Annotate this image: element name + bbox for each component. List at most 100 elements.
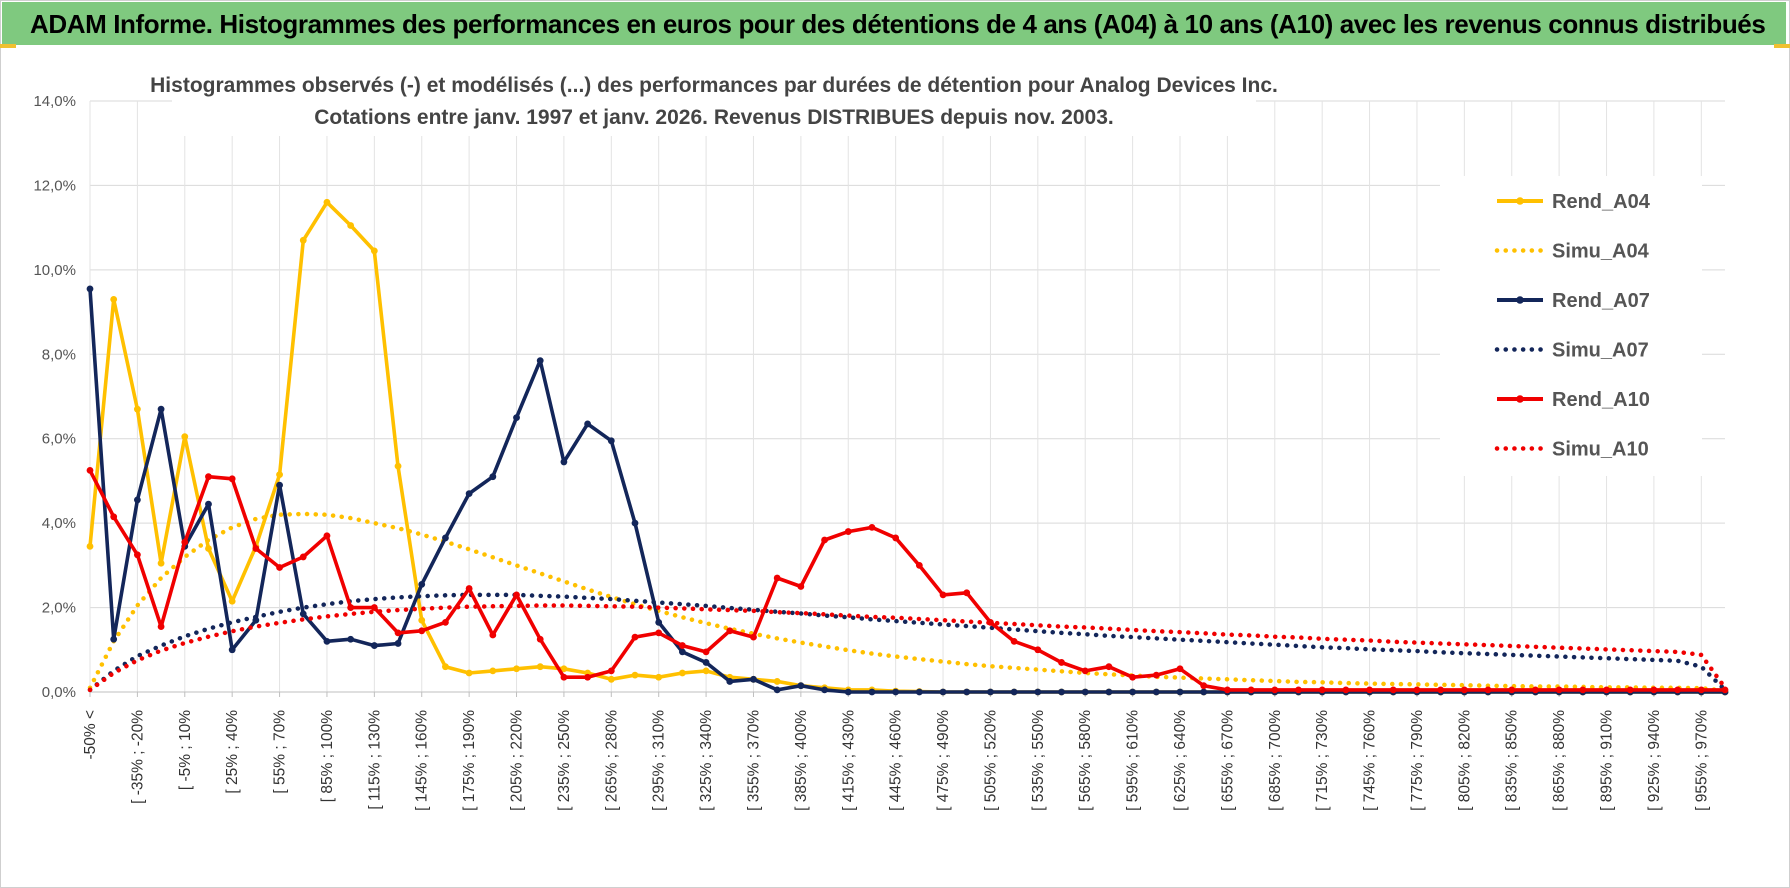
banner-corner-left: [0, 44, 16, 48]
data-point: [797, 583, 805, 590]
data-point: [276, 481, 283, 489]
series-line-Rend_A07: [88, 288, 1725, 694]
y-tick-label: 0,0%: [42, 684, 76, 701]
data-point: [1555, 686, 1563, 694]
data-point: [299, 610, 307, 618]
y-tick-label: 6,0%: [42, 431, 76, 448]
data-point: [1532, 686, 1539, 694]
data-point: [347, 604, 355, 611]
data-point: [133, 405, 141, 413]
data-point: [1413, 686, 1421, 694]
data-point: [678, 669, 686, 677]
data-point: [157, 559, 165, 567]
series-rend-a10: [86, 466, 1729, 694]
data-point: [1484, 686, 1492, 694]
data-point: [1579, 686, 1587, 694]
x-tick-label: [ 865% ; 880%: [1551, 710, 1568, 811]
data-point: [560, 673, 568, 681]
data-point: [489, 473, 497, 481]
data-point: [489, 667, 497, 675]
y-tick-label: 12,0%: [33, 177, 76, 194]
banner-corner-right: [1774, 44, 1790, 48]
data-point: [868, 523, 876, 531]
data-point: [86, 542, 94, 550]
legend-item: Simu_A04: [1494, 241, 1650, 263]
data-point: [323, 637, 331, 645]
data-point: [1437, 686, 1445, 694]
data-point: [513, 414, 520, 422]
data-point: [347, 222, 355, 229]
data-point: [584, 673, 592, 681]
x-tick-label: [ 715% ; 730%: [1314, 710, 1331, 811]
data-point: [394, 629, 402, 637]
series-simu-a10: [87, 603, 1728, 693]
data-point: [276, 471, 283, 478]
data-point: [228, 597, 236, 605]
data-point: [513, 665, 520, 673]
data-point: [844, 528, 852, 535]
legend-item: Rend_A04: [1497, 191, 1651, 213]
banner-title: ADAM Informe. Histogrammes des performan…: [30, 9, 1766, 39]
data-point: [607, 675, 615, 683]
x-tick-label: [ 685% ; 700%: [1267, 710, 1284, 811]
x-tick-label: [ -5% ; 10%: [177, 710, 194, 790]
data-point: [1674, 686, 1682, 694]
y-tick-label: 2,0%: [42, 600, 76, 617]
series-rend-a07: [86, 285, 1729, 696]
legend-marker: [1516, 296, 1524, 304]
data-point: [323, 532, 331, 540]
legend-item: Simu_A10: [1494, 439, 1649, 461]
data-point: [1200, 688, 1208, 696]
data-point: [157, 405, 165, 413]
data-point: [1697, 686, 1705, 694]
data-point: [963, 688, 971, 696]
x-tick-label: [ 505% ; 520%: [982, 710, 999, 811]
legend-label: Rend_A10: [1552, 389, 1650, 411]
data-point: [1200, 682, 1208, 690]
banner: ADAM Informe. Histogrammes des performan…: [2, 2, 1786, 45]
data-point: [726, 678, 734, 685]
series-group: [86, 198, 1729, 696]
x-tick-label: [ 595% ; 610%: [1125, 710, 1142, 811]
x-tick-label: [ 415% ; 430%: [840, 710, 857, 811]
data-point: [205, 473, 212, 481]
data-point: [536, 357, 544, 365]
data-point: [1058, 688, 1065, 696]
data-point: [868, 688, 876, 696]
x-tick-label: [ 115% ; 130%: [366, 710, 383, 810]
data-point: [1081, 667, 1089, 675]
data-point: [1389, 686, 1397, 694]
data-point: [750, 633, 757, 641]
data-point: [1626, 686, 1634, 694]
data-point: [821, 536, 828, 544]
data-point: [1152, 688, 1160, 696]
data-point: [465, 490, 473, 497]
data-point: [370, 604, 378, 611]
data-point: [110, 296, 118, 303]
x-tick-label: [ 145% ; 160%: [414, 710, 431, 811]
data-point: [773, 686, 781, 694]
data-point: [631, 633, 639, 641]
data-point: [797, 682, 805, 690]
x-tick-label: [ 265% ; 280%: [603, 710, 620, 811]
legend-label: Simu_A10: [1552, 439, 1649, 461]
data-point: [1010, 637, 1018, 645]
data-point: [110, 635, 118, 643]
data-point: [678, 642, 686, 649]
data-point: [1318, 686, 1326, 694]
chart-title-line2: Cotations entre janv. 1997 et janv. 2026…: [314, 106, 1113, 129]
data-point: [1152, 671, 1160, 679]
data-point: [228, 475, 236, 483]
y-tick-label: 4,0%: [42, 515, 76, 532]
data-point: [560, 458, 568, 466]
x-tick-label: [ 565% ; 580%: [1077, 710, 1094, 811]
data-point: [394, 640, 402, 647]
series-line-Simu_A10: [87, 603, 1728, 693]
data-point: [252, 545, 260, 552]
data-point: [418, 580, 426, 588]
x-axis-ticks: -50% < [ -35% ; -20% [ -5% ; 10% [ 25% ; 40…: [82, 692, 1710, 811]
data-point: [702, 667, 710, 675]
x-tick-label: [ 655% ; 670%: [1219, 710, 1236, 811]
data-point: [205, 545, 212, 552]
data-point: [465, 585, 473, 592]
